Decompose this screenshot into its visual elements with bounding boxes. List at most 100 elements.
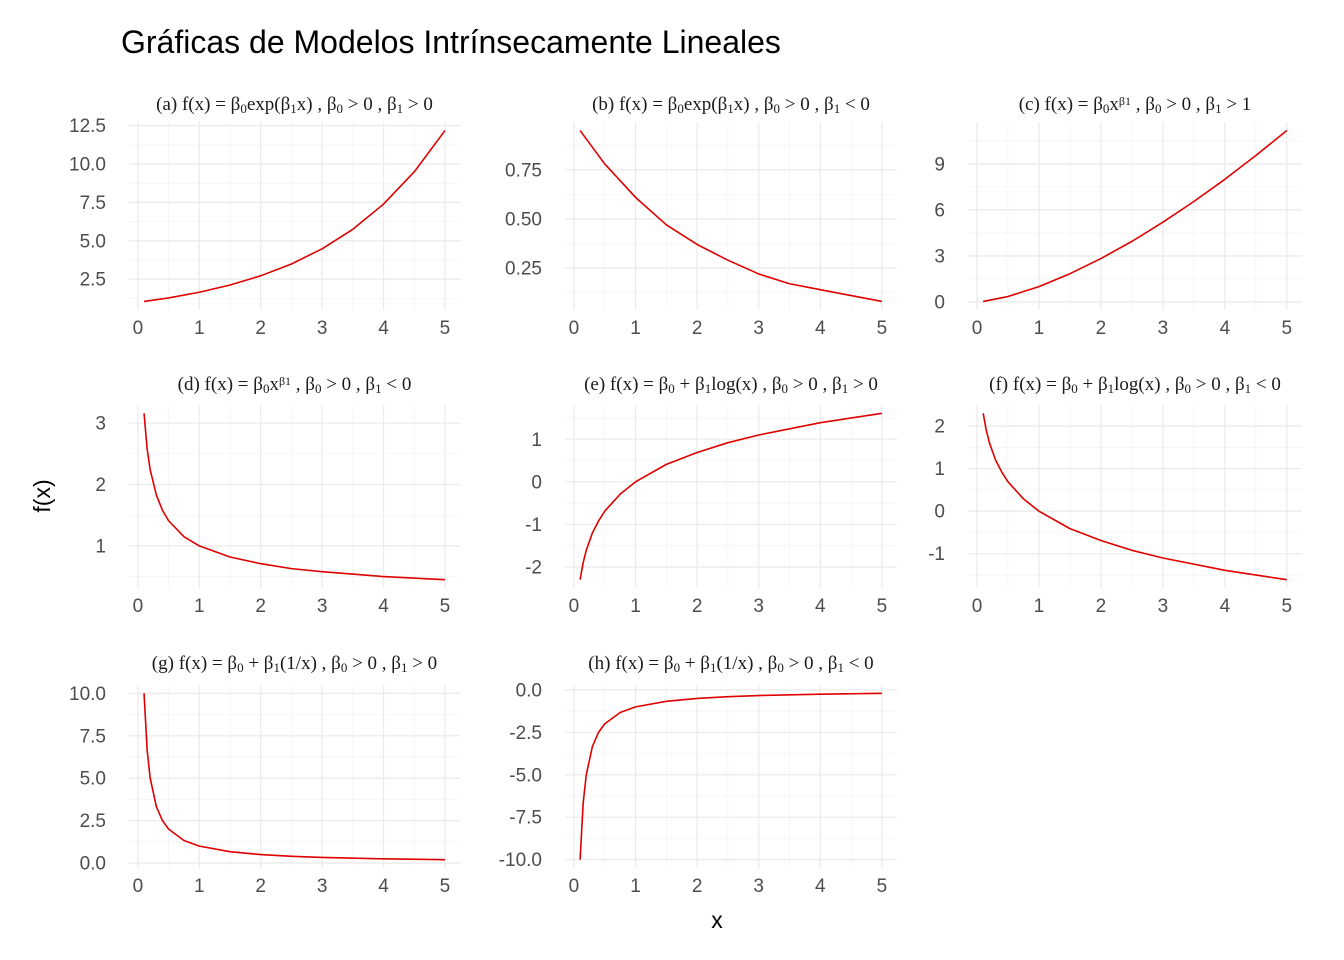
x-tick-label: 0	[133, 596, 144, 617]
panel-title-d: (d) f(x) = β0xβ1 , β0 > 0 , β1 < 0	[178, 374, 412, 397]
x-tick-label: 3	[753, 318, 764, 339]
y-tick-label: 9	[934, 154, 945, 175]
x-tick-label: 4	[378, 318, 389, 339]
x-tick-label: 3	[753, 876, 764, 897]
x-tick-label: 5	[877, 876, 888, 897]
x-tick-label: 4	[378, 596, 389, 617]
curve-e	[579, 412, 883, 580]
x-tick-label: 1	[1034, 318, 1045, 339]
x-tick-label: 1	[630, 318, 641, 339]
panel-g: 0 1 2 3 4 5 0.0 2.5 5.0 7.5 10.0 (g) f(x) = β0 + β1…	[69, 653, 460, 897]
x-tick-label: 1	[194, 876, 205, 897]
curve-d	[143, 413, 445, 581]
y-tick-label: -2	[525, 557, 542, 578]
panel-title-g: (g) f(x) = β0 + β1(1/x) , β0 > 0 , β1 > …	[152, 653, 437, 675]
x-tick-label: 0	[133, 876, 144, 897]
y-tick-label: 7.5	[80, 726, 106, 747]
panel-title-c: (c) f(x) = β0xβ1 , β0 > 0 , β1 > 1	[1019, 94, 1252, 117]
x-tick-label: 2	[1096, 318, 1107, 339]
chart-title: Gráficas de Modelos Intrínsecamente Line…	[121, 24, 781, 60]
panel-title-b: (b) f(x) = β0exp(β1x) , β0 > 0 , β1 < 0	[592, 94, 870, 116]
curve-g	[143, 693, 445, 861]
curve-c	[983, 129, 1288, 303]
y-tick-label: 2.5	[80, 270, 106, 291]
x-tick-label: 2	[255, 876, 266, 897]
curve-b	[579, 130, 883, 303]
x-tick-label: 4	[815, 596, 826, 617]
y-tick-label: -7.5	[509, 808, 542, 829]
x-tick-label: 5	[1282, 596, 1293, 617]
x-tick-label: 4	[815, 318, 826, 339]
y-tick-label: 0.0	[516, 680, 542, 701]
x-tick-label: 0	[569, 876, 580, 897]
curve-h	[579, 692, 882, 860]
y-tick-label: -2.5	[509, 723, 542, 744]
x-tick-label: 1	[630, 596, 641, 617]
panel-title-e: (e) f(x) = β0 + β1log(x) , β0 > 0 , β1 >…	[584, 374, 878, 396]
y-axis-title: f(x)	[29, 479, 55, 512]
panel-b: 0 1 2 3 4 5 0.25 0.50 0.75 (b) f(x) = β0exp(β1x) …	[505, 94, 897, 339]
x-tick-label: 5	[440, 318, 451, 339]
panel-d: 0 1 2 3 4 5 1 2 3 (d) f(x) = β0xβ1 , β0 > 0 , β1 …	[95, 374, 460, 617]
y-tick-label: 2	[934, 417, 945, 438]
x-tick-label: 2	[692, 596, 703, 617]
y-tick-label: 12.5	[69, 116, 106, 137]
x-tick-label: 2	[255, 596, 266, 617]
panel-c: 0 1 2 3 4 5 0 3 6 9 (c) f(x) = β0xβ1 , β0 > 0 , β1…	[934, 94, 1302, 339]
x-tick-label: 5	[877, 596, 888, 617]
x-tick-label: 5	[440, 876, 451, 897]
x-tick-label: 0	[972, 596, 983, 617]
x-tick-label: 2	[1096, 596, 1107, 617]
y-tick-label: 2.5	[80, 811, 106, 832]
x-tick-label: 0	[569, 318, 580, 339]
x-tick-label: 3	[753, 596, 764, 617]
y-tick-label: 5.0	[80, 769, 106, 790]
y-tick-label: -10.0	[499, 850, 542, 871]
curve-a	[143, 130, 446, 303]
x-tick-label: 5	[440, 596, 451, 617]
y-tick-label: 2	[95, 475, 106, 496]
x-axis-title: x	[711, 907, 723, 933]
y-tick-label: 10.0	[69, 155, 106, 176]
x-tick-label: 4	[815, 876, 826, 897]
x-tick-label: 1	[194, 596, 205, 617]
x-tick-label: 1	[194, 318, 205, 339]
x-tick-label: 3	[317, 318, 328, 339]
y-tick-label: -5.0	[509, 765, 542, 786]
panel-a: 0 1 2 3 4 5 2.5 5.0 7.5 10.0 12.5 (a) f(x) = β0exp(…	[69, 94, 460, 339]
panel-title-a: (a) f(x) = β0exp(β1x) , β0 > 0 , β1 > 0	[156, 94, 433, 116]
y-tick-label: 0	[934, 502, 945, 523]
x-tick-label: 3	[1158, 596, 1169, 617]
x-tick-label: 4	[1220, 596, 1231, 617]
y-tick-label: 0	[531, 472, 542, 493]
y-tick-label: 3	[95, 414, 106, 435]
x-tick-label: 0	[133, 318, 144, 339]
y-tick-label: 1	[531, 430, 542, 451]
y-tick-label: 6	[934, 200, 945, 221]
panels: 0 1 2 3 4 52.55.07.510.012.5(a) f(x) = β0exp(…	[69, 94, 1302, 897]
y-tick-label: 7.5	[80, 193, 106, 214]
x-tick-label: 3	[317, 596, 328, 617]
panel-e: 0 1 2 3 4 5 -2 -1 0 1 (e) f(x) = β0 + β1log(x) , β…	[525, 374, 897, 617]
y-tick-label: 0	[934, 292, 945, 313]
y-tick-label: 10.0	[69, 684, 106, 705]
y-tick-label: -1	[525, 515, 542, 536]
panel-title-f: (f) f(x) = β0 + β1log(x) , β0 > 0 , β1 <…	[989, 374, 1281, 396]
y-tick-label: -1	[928, 544, 945, 565]
x-tick-label: 2	[255, 318, 266, 339]
x-tick-label: 5	[877, 318, 888, 339]
panel-h: 0 1 2 3 4 5 -10.0 -7.5 -5.0 -2.5 0.0 (h) f(x) = β0 …	[499, 653, 897, 897]
x-tick-label: 3	[1158, 318, 1169, 339]
panel-f: 0 1 2 3 4 5 -1 0 1 2 (f) f(x) = β0 + β1log(x) , β0…	[928, 374, 1302, 617]
x-tick-label: 1	[1034, 596, 1045, 617]
x-tick-label: 1	[630, 876, 641, 897]
y-tick-label: 0.75	[505, 160, 542, 181]
curve-f	[982, 413, 1287, 581]
x-tick-label: 0	[569, 596, 580, 617]
y-tick-label: 0.50	[505, 209, 542, 230]
panel-title-h: (h) f(x) = β0 + β1(1/x) , β0 > 0 , β1 < …	[588, 653, 873, 675]
x-tick-label: 3	[317, 876, 328, 897]
x-tick-label: 5	[1282, 318, 1293, 339]
